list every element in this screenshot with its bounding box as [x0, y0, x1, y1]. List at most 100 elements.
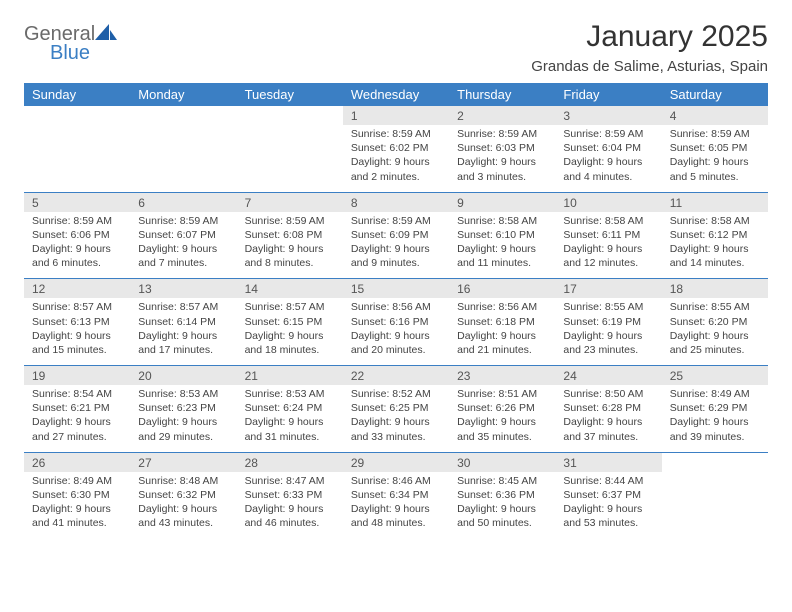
- sunrise-text: Sunrise: 8:55 AM: [563, 300, 653, 314]
- day-header-row: Sunday Monday Tuesday Wednesday Thursday…: [24, 83, 768, 106]
- day-number-cell: 1: [343, 106, 449, 125]
- day-number-cell: 14: [237, 279, 343, 299]
- sunrise-text: Sunrise: 8:57 AM: [245, 300, 335, 314]
- detail-row: Sunrise: 8:54 AMSunset: 6:21 PMDaylight:…: [24, 385, 768, 452]
- sunset-text: Sunset: 6:03 PM: [457, 141, 547, 155]
- daylight-text: Daylight: 9 hours and 41 minutes.: [32, 502, 122, 530]
- page-title: January 2025: [531, 20, 768, 54]
- sunrise-text: Sunrise: 8:47 AM: [245, 474, 335, 488]
- daylight-text: Daylight: 9 hours and 25 minutes.: [670, 329, 760, 357]
- sunrise-text: Sunrise: 8:46 AM: [351, 474, 441, 488]
- daylight-text: Daylight: 9 hours and 9 minutes.: [351, 242, 441, 270]
- sunset-text: Sunset: 6:33 PM: [245, 488, 335, 502]
- day-detail-cell: Sunrise: 8:59 AMSunset: 6:06 PMDaylight:…: [24, 212, 130, 279]
- sunset-text: Sunset: 6:12 PM: [670, 228, 760, 242]
- sunset-text: Sunset: 6:23 PM: [138, 401, 228, 415]
- day-detail-cell: Sunrise: 8:59 AMSunset: 6:02 PMDaylight:…: [343, 125, 449, 192]
- day-detail-cell: Sunrise: 8:53 AMSunset: 6:24 PMDaylight:…: [237, 385, 343, 452]
- daylight-text: Daylight: 9 hours and 29 minutes.: [138, 415, 228, 443]
- day-detail-cell: Sunrise: 8:59 AMSunset: 6:08 PMDaylight:…: [237, 212, 343, 279]
- day-detail-cell: Sunrise: 8:48 AMSunset: 6:32 PMDaylight:…: [130, 472, 236, 539]
- col-thursday: Thursday: [449, 83, 555, 106]
- daylight-text: Daylight: 9 hours and 27 minutes.: [32, 415, 122, 443]
- daylight-text: Daylight: 9 hours and 18 minutes.: [245, 329, 335, 357]
- daylight-text: Daylight: 9 hours and 21 minutes.: [457, 329, 547, 357]
- col-tuesday: Tuesday: [237, 83, 343, 106]
- day-detail-cell: Sunrise: 8:59 AMSunset: 6:09 PMDaylight:…: [343, 212, 449, 279]
- day-detail-cell: Sunrise: 8:58 AMSunset: 6:11 PMDaylight:…: [555, 212, 661, 279]
- day-detail-cell: Sunrise: 8:54 AMSunset: 6:21 PMDaylight:…: [24, 385, 130, 452]
- sunset-text: Sunset: 6:36 PM: [457, 488, 547, 502]
- sunrise-text: Sunrise: 8:58 AM: [670, 214, 760, 228]
- sunset-text: Sunset: 6:29 PM: [670, 401, 760, 415]
- day-number-cell: 2: [449, 106, 555, 125]
- sunset-text: Sunset: 6:09 PM: [351, 228, 441, 242]
- daylight-text: Daylight: 9 hours and 23 minutes.: [563, 329, 653, 357]
- day-number-cell: 25: [662, 366, 768, 386]
- day-number-cell: 17: [555, 279, 661, 299]
- sunset-text: Sunset: 6:07 PM: [138, 228, 228, 242]
- day-number-cell: [237, 106, 343, 125]
- day-number-cell: 27: [130, 452, 236, 472]
- logo-sail-icon: [95, 24, 117, 40]
- sunset-text: Sunset: 6:30 PM: [32, 488, 122, 502]
- daynum-row: 567891011: [24, 192, 768, 212]
- sunrise-text: Sunrise: 8:58 AM: [563, 214, 653, 228]
- sunset-text: Sunset: 6:18 PM: [457, 315, 547, 329]
- day-number-cell: 24: [555, 366, 661, 386]
- daylight-text: Daylight: 9 hours and 5 minutes.: [670, 155, 760, 183]
- day-detail-cell: Sunrise: 8:58 AMSunset: 6:12 PMDaylight:…: [662, 212, 768, 279]
- day-number-cell: 13: [130, 279, 236, 299]
- sunrise-text: Sunrise: 8:57 AM: [138, 300, 228, 314]
- daylight-text: Daylight: 9 hours and 35 minutes.: [457, 415, 547, 443]
- day-number-cell: 5: [24, 192, 130, 212]
- daynum-row: 19202122232425: [24, 366, 768, 386]
- sunrise-text: Sunrise: 8:50 AM: [563, 387, 653, 401]
- sunset-text: Sunset: 6:21 PM: [32, 401, 122, 415]
- sunrise-text: Sunrise: 8:59 AM: [245, 214, 335, 228]
- sunset-text: Sunset: 6:08 PM: [245, 228, 335, 242]
- daylight-text: Daylight: 9 hours and 15 minutes.: [32, 329, 122, 357]
- day-number-cell: 10: [555, 192, 661, 212]
- detail-row: Sunrise: 8:59 AMSunset: 6:06 PMDaylight:…: [24, 212, 768, 279]
- calendar-table: Sunday Monday Tuesday Wednesday Thursday…: [24, 83, 768, 538]
- sunrise-text: Sunrise: 8:53 AM: [245, 387, 335, 401]
- sunrise-text: Sunrise: 8:58 AM: [457, 214, 547, 228]
- daynum-row: 12131415161718: [24, 279, 768, 299]
- sunrise-text: Sunrise: 8:56 AM: [457, 300, 547, 314]
- day-detail-cell: Sunrise: 8:44 AMSunset: 6:37 PMDaylight:…: [555, 472, 661, 539]
- detail-row: Sunrise: 8:57 AMSunset: 6:13 PMDaylight:…: [24, 298, 768, 365]
- daylight-text: Daylight: 9 hours and 6 minutes.: [32, 242, 122, 270]
- daylight-text: Daylight: 9 hours and 39 minutes.: [670, 415, 760, 443]
- day-detail-cell: Sunrise: 8:52 AMSunset: 6:25 PMDaylight:…: [343, 385, 449, 452]
- sunset-text: Sunset: 6:20 PM: [670, 315, 760, 329]
- location-text: Grandas de Salime, Asturias, Spain: [531, 58, 768, 75]
- header: General Blue January 2025 Grandas de Sal…: [24, 20, 768, 75]
- daylight-text: Daylight: 9 hours and 37 minutes.: [563, 415, 653, 443]
- col-saturday: Saturday: [662, 83, 768, 106]
- sunset-text: Sunset: 6:34 PM: [351, 488, 441, 502]
- day-number-cell: 8: [343, 192, 449, 212]
- day-number-cell: 23: [449, 366, 555, 386]
- day-detail-cell: Sunrise: 8:58 AMSunset: 6:10 PMDaylight:…: [449, 212, 555, 279]
- day-detail-cell: [662, 472, 768, 539]
- day-detail-cell: Sunrise: 8:55 AMSunset: 6:19 PMDaylight:…: [555, 298, 661, 365]
- daylight-text: Daylight: 9 hours and 33 minutes.: [351, 415, 441, 443]
- daylight-text: Daylight: 9 hours and 43 minutes.: [138, 502, 228, 530]
- day-detail-cell: Sunrise: 8:59 AMSunset: 6:05 PMDaylight:…: [662, 125, 768, 192]
- sunrise-text: Sunrise: 8:49 AM: [670, 387, 760, 401]
- day-detail-cell: Sunrise: 8:55 AMSunset: 6:20 PMDaylight:…: [662, 298, 768, 365]
- day-detail-cell: Sunrise: 8:56 AMSunset: 6:18 PMDaylight:…: [449, 298, 555, 365]
- sunset-text: Sunset: 6:06 PM: [32, 228, 122, 242]
- sunset-text: Sunset: 6:11 PM: [563, 228, 653, 242]
- daylight-text: Daylight: 9 hours and 20 minutes.: [351, 329, 441, 357]
- day-number-cell: 28: [237, 452, 343, 472]
- day-number-cell: 31: [555, 452, 661, 472]
- day-detail-cell: Sunrise: 8:46 AMSunset: 6:34 PMDaylight:…: [343, 472, 449, 539]
- sunrise-text: Sunrise: 8:49 AM: [32, 474, 122, 488]
- sunset-text: Sunset: 6:26 PM: [457, 401, 547, 415]
- day-number-cell: 30: [449, 452, 555, 472]
- daylight-text: Daylight: 9 hours and 7 minutes.: [138, 242, 228, 270]
- daylight-text: Daylight: 9 hours and 4 minutes.: [563, 155, 653, 183]
- day-detail-cell: Sunrise: 8:49 AMSunset: 6:30 PMDaylight:…: [24, 472, 130, 539]
